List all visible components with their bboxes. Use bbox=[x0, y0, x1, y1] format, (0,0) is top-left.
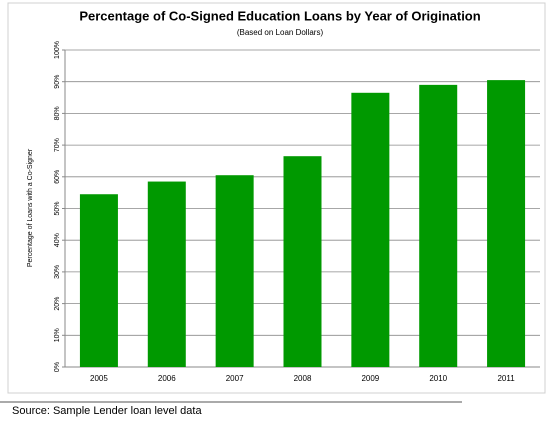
y-tick-label: 90% bbox=[54, 75, 61, 89]
chart-subtitle: (Based on Loan Dollars) bbox=[237, 28, 324, 37]
bar bbox=[215, 175, 254, 367]
y-tick-label: 100% bbox=[54, 41, 61, 59]
chart-title: Percentage of Co-Signed Education Loans … bbox=[79, 8, 480, 23]
x-tick-label: 2011 bbox=[497, 374, 515, 383]
bar bbox=[283, 156, 322, 367]
bar bbox=[487, 80, 526, 368]
bar bbox=[419, 84, 458, 368]
x-tick-label: 2006 bbox=[158, 374, 176, 383]
y-tick-label: 10% bbox=[54, 328, 61, 342]
y-axis-label: Percentage of Loans with a Co-Signer bbox=[27, 148, 34, 267]
y-tick-label: 70% bbox=[54, 138, 61, 152]
y-tick-label: 40% bbox=[54, 233, 61, 247]
y-tick-label: 0% bbox=[54, 362, 61, 372]
x-tick-label: 2007 bbox=[226, 374, 244, 383]
x-tick-label: 2008 bbox=[294, 374, 312, 383]
bar bbox=[147, 181, 186, 367]
x-tick-label: 2005 bbox=[90, 374, 108, 383]
y-tick-label: 30% bbox=[54, 265, 61, 279]
y-tick-label: 80% bbox=[54, 106, 61, 120]
bar bbox=[79, 194, 118, 367]
x-tick-label: 2010 bbox=[429, 374, 447, 383]
y-tick-label: 60% bbox=[54, 170, 61, 184]
y-tick-label: 50% bbox=[54, 201, 61, 215]
y-tick-label: 20% bbox=[54, 297, 61, 311]
bar bbox=[351, 92, 390, 368]
source-note: Source: Sample Lender loan level data bbox=[12, 405, 202, 417]
x-tick-label: 2009 bbox=[361, 374, 379, 383]
